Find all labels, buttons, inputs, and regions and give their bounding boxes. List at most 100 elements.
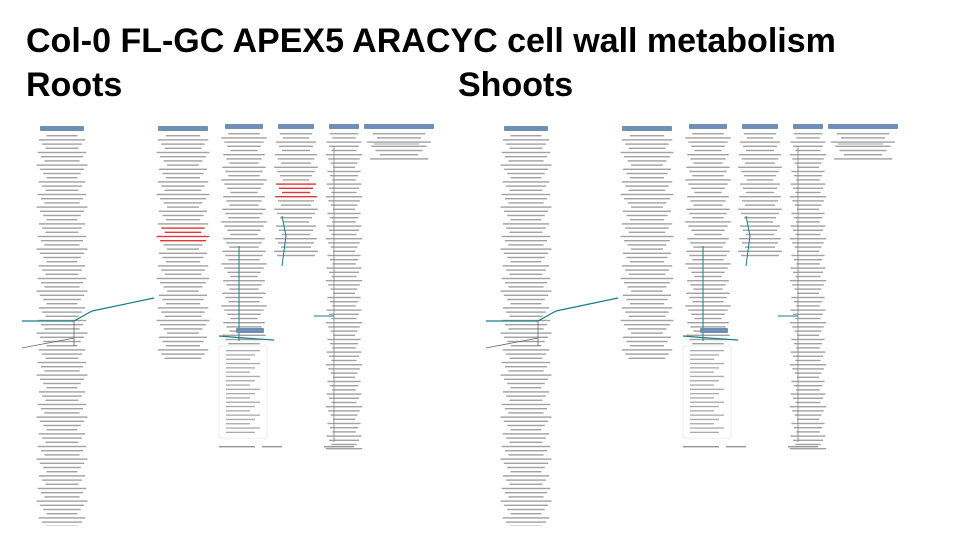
enzyme-label-line — [276, 183, 316, 185]
enzyme-label-line — [326, 309, 362, 311]
enzyme-label-line — [738, 208, 782, 210]
enzyme-label-line — [37, 235, 87, 238]
enzyme-label-line — [44, 454, 80, 456]
enzyme-label-line — [332, 179, 356, 181]
reaction-arrow — [218, 335, 275, 341]
enzyme-label-line — [331, 149, 357, 152]
enzyme-label-line — [329, 301, 359, 303]
enzyme-label-line — [39, 462, 85, 464]
enzyme-label-line — [791, 380, 825, 383]
enzyme-label-line — [41, 198, 83, 200]
enzyme-label-line — [44, 286, 80, 288]
enzyme-label-line — [795, 443, 821, 446]
enzyme-label-line — [796, 431, 820, 433]
enzyme-label-line — [793, 217, 823, 219]
enzyme-label-line — [226, 200, 262, 202]
enzyme-label-line — [274, 250, 318, 252]
enzyme-label-line — [38, 517, 86, 519]
enzyme-label-line — [325, 196, 363, 198]
enzyme-label-line — [328, 158, 360, 160]
enzyme-label-line — [36, 374, 88, 376]
enzyme-label-line — [329, 385, 359, 387]
enzyme-label-line — [506, 479, 546, 481]
enzyme-label-line — [326, 267, 362, 269]
enzyme-label-line — [42, 185, 82, 187]
enzyme-label-line — [329, 427, 359, 429]
enzyme-label-line — [45, 315, 79, 317]
compound-label — [726, 446, 746, 448]
enzyme-label-line — [509, 147, 543, 149]
enzyme-label-line — [507, 214, 545, 217]
enzyme-label-line — [690, 354, 719, 356]
enzyme-label-line — [790, 141, 826, 143]
enzyme-label-line — [328, 242, 360, 244]
enzyme-label-line — [500, 248, 552, 250]
enzyme-label-line — [629, 177, 665, 179]
pathway-header — [40, 126, 84, 131]
enzyme-label-line — [333, 166, 355, 168]
enzyme-label-line — [792, 368, 824, 370]
enzyme-label-line — [326, 225, 362, 227]
enzyme-label-line — [156, 193, 210, 196]
enzyme-label-line — [36, 290, 88, 292]
enzyme-label-line — [325, 238, 363, 240]
enzyme-label-line — [690, 350, 724, 352]
enzyme-label-line — [631, 164, 663, 166]
compound-label — [788, 446, 818, 448]
enzyme-label-line — [326, 393, 362, 395]
enzyme-label-line — [372, 133, 426, 135]
enzyme-label-line — [792, 158, 824, 160]
compound-label — [324, 446, 354, 448]
enzyme-label-line — [745, 149, 775, 152]
enzyme-label-line — [690, 431, 719, 433]
enzyme-label-line — [330, 288, 358, 290]
enzyme-label-line — [692, 301, 724, 303]
enzyme-label-line — [46, 261, 78, 263]
enzyme-label-line — [690, 405, 719, 408]
compound-label — [683, 446, 719, 448]
enzyme-label-line — [508, 454, 544, 456]
enzyme-label-line — [620, 151, 674, 154]
enzyme-label-line — [507, 424, 545, 427]
enzyme-label-line — [739, 154, 781, 156]
enzyme-label-line — [274, 208, 318, 210]
enzyme-label-line — [796, 263, 820, 265]
enzyme-label-line — [795, 275, 821, 278]
enzyme-label-line — [157, 307, 209, 309]
enzyme-label-line — [38, 181, 86, 183]
enzyme-label-line — [794, 414, 822, 416]
enzyme-label-line — [793, 355, 823, 357]
reaction-arrow — [485, 337, 539, 349]
enzyme-label-line — [502, 391, 550, 393]
enzyme-label-line — [331, 275, 357, 278]
enzyme-label-line — [503, 210, 549, 212]
enzyme-label-line — [621, 265, 673, 267]
enzyme-label-line — [43, 340, 81, 343]
enzyme-label-line — [36, 206, 88, 208]
enzyme-label-line — [743, 217, 777, 219]
enzyme-label-line — [44, 370, 80, 372]
enzyme-label-line — [278, 200, 314, 202]
enzyme-label-line — [44, 202, 80, 204]
enzyme-label-line — [280, 246, 312, 248]
enzyme-label-line — [164, 315, 202, 317]
enzyme-label-line — [330, 246, 358, 248]
enzyme-label-line — [789, 448, 827, 450]
enzyme-label-line — [795, 191, 821, 194]
enzyme-label-line — [45, 147, 79, 149]
enzyme-label-line — [508, 202, 544, 204]
enzyme-label-line — [226, 418, 255, 421]
enzyme-label-line — [692, 217, 724, 219]
pathway-header — [364, 124, 434, 129]
slide-title: Col-0 FL-GC APEX5 ARACYC cell wall metab… — [26, 22, 836, 60]
enzyme-label-line — [796, 347, 820, 349]
enzyme-label-line — [690, 401, 724, 403]
enzyme-label-line — [501, 445, 551, 448]
enzyme-label-line — [42, 227, 82, 229]
enzyme-label-line — [795, 149, 821, 152]
enzyme-label-line — [39, 336, 85, 338]
enzyme-label-line — [690, 380, 719, 382]
enzyme-label-line — [792, 410, 824, 412]
enzyme-label-line — [688, 309, 728, 311]
enzyme-label-line — [686, 250, 730, 252]
